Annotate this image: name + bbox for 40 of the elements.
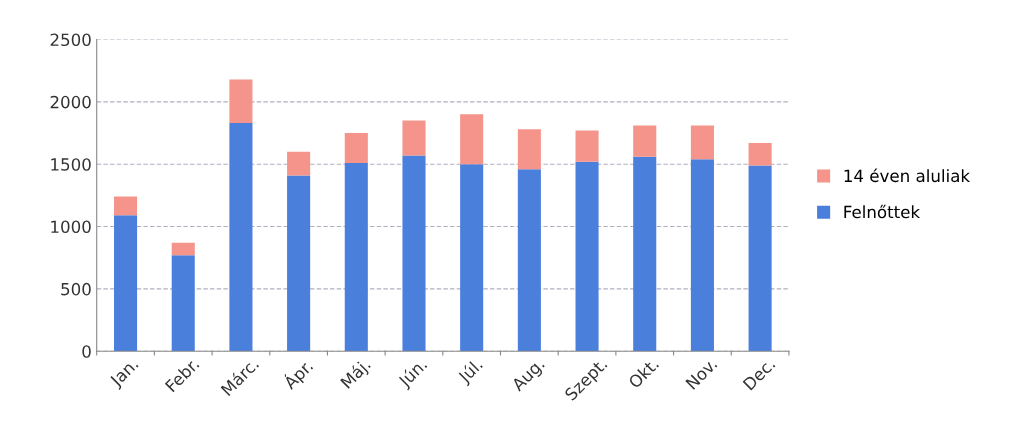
bar: [287, 175, 311, 352]
bar: [287, 151, 311, 176]
bar: [575, 130, 599, 162]
y-tick-label: 1500: [51, 158, 91, 171]
bar: [402, 120, 426, 156]
bar: [114, 196, 138, 216]
y-tick-label: 2000: [50, 95, 91, 109]
legend-label: Felnőttek: [844, 204, 921, 219]
bar: [517, 129, 541, 170]
bar: [517, 169, 541, 352]
x-tick-label: Okt.: [627, 357, 660, 389]
bar: [575, 161, 599, 352]
bar: [402, 155, 426, 352]
y-tick-label: 500: [61, 282, 91, 296]
x-tick-label: Jún.: [396, 357, 430, 391]
bar: [171, 242, 195, 256]
x-tick-label: Júl.: [456, 357, 486, 387]
bar: [460, 164, 484, 352]
y-tick-label: 0: [82, 345, 91, 358]
bar: [748, 142, 772, 166]
bar: [229, 123, 253, 352]
legend-label: 14 éven aluliak: [844, 168, 971, 183]
y-tick-label: 2500: [50, 33, 91, 47]
x-tick-label: Ápr.: [280, 357, 316, 393]
bar: [633, 156, 657, 352]
bar: [114, 215, 138, 352]
bar: [690, 159, 714, 352]
bar: [460, 114, 484, 165]
bar: [633, 125, 657, 157]
x-tick-label: Jan.: [108, 357, 141, 390]
x-tick-label: Dec.: [742, 357, 776, 391]
bar: [229, 79, 253, 124]
y-tick-label: 1000: [51, 220, 91, 234]
x-tick-label: Nov.: [685, 357, 718, 390]
bar: [748, 165, 772, 352]
x-tick-label: Máj.: [339, 357, 374, 392]
bar: [690, 125, 714, 160]
bar: [344, 162, 368, 352]
bar: [344, 133, 368, 163]
bar: [171, 255, 195, 352]
